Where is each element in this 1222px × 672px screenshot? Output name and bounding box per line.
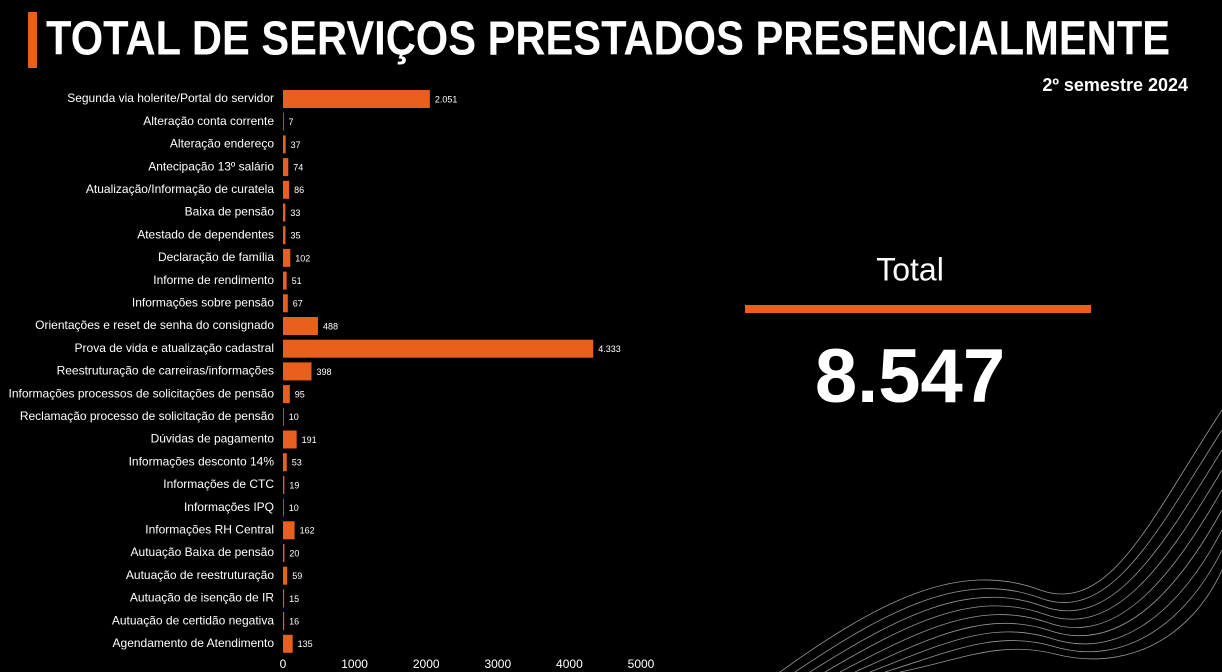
y-tick-label: Dúvidas de pagamento — [151, 432, 275, 446]
value-label: 33 — [290, 208, 300, 218]
y-tick-label: Informe de rendimento — [153, 273, 274, 287]
bar — [283, 248, 291, 267]
y-tick-label: Informações RH Central — [145, 522, 274, 536]
y-tick-label: Atualização/Informação de curatela — [86, 182, 274, 196]
bar — [283, 226, 286, 245]
value-label: 2.051 — [435, 94, 458, 104]
value-label: 191 — [302, 435, 317, 445]
total-divider — [745, 305, 1091, 313]
bar — [283, 498, 284, 517]
value-label: 15 — [289, 594, 299, 604]
decorative-waves — [779, 409, 1222, 672]
value-label: 51 — [292, 276, 302, 286]
bar — [283, 385, 290, 404]
y-tick-label: Informações processos de solicitações de… — [9, 386, 275, 400]
bar — [283, 294, 288, 313]
y-tick-label: Orientações e reset de senha do consigna… — [35, 318, 274, 332]
y-tick-label: Reestruturação de carreiras/informações — [57, 364, 274, 378]
x-tick-label: 4000 — [556, 657, 583, 671]
y-tick-label: Prova de vida e atualização cadastral — [75, 341, 274, 355]
y-tick-label: Informações desconto 14% — [129, 454, 275, 468]
bar — [283, 90, 430, 108]
value-label: 398 — [316, 367, 331, 377]
y-tick-label: Atestado de dependentes — [137, 227, 274, 241]
y-tick-label: Alteração endereço — [170, 137, 274, 151]
value-label: 67 — [293, 299, 303, 309]
y-tick-label: Segunda via holerite/Portal do servidor — [67, 91, 274, 105]
y-tick-label: Informações sobre pensão — [132, 295, 274, 309]
bar — [283, 589, 285, 608]
value-label: 10 — [289, 412, 299, 422]
value-label: 4.333 — [598, 344, 621, 354]
value-label: 162 — [300, 526, 315, 536]
value-label: 59 — [292, 571, 302, 581]
value-label: 74 — [293, 162, 303, 172]
x-tick-label: 1000 — [341, 657, 368, 671]
x-tick-label: 3000 — [484, 657, 511, 671]
y-tick-label: Antecipação 13º salário — [148, 159, 274, 173]
bar — [283, 566, 288, 585]
bar — [283, 612, 285, 631]
chart-subtitle: 2º semestre 2024 — [1042, 75, 1188, 95]
value-label: 95 — [295, 389, 305, 399]
bar — [283, 475, 285, 494]
y-tick-label: Autuação de isenção de IR — [130, 591, 274, 605]
bar — [283, 112, 284, 131]
y-tick-label: Baixa de pensão — [185, 205, 275, 219]
value-label: 19 — [289, 480, 299, 490]
value-label: 37 — [291, 140, 301, 150]
y-tick-label: Informações IPQ — [184, 500, 274, 514]
total-title: Total — [876, 251, 944, 287]
y-tick-label: Autuação Baixa de pensão — [131, 545, 275, 559]
bar — [283, 339, 594, 358]
y-tick-label: Autuação de reestruturação — [126, 568, 274, 582]
bar — [283, 430, 297, 449]
y-tick-label: Informações de CTC — [163, 477, 274, 491]
value-label: 7 — [289, 117, 294, 127]
y-tick-label: Autuação de certidão negativa — [112, 613, 274, 627]
bar — [283, 453, 287, 472]
bar — [283, 521, 295, 540]
value-label: 10 — [289, 503, 299, 513]
y-tick-label: Agendamento de Atendimento — [113, 636, 275, 650]
bar — [283, 544, 285, 562]
x-tick-label: 2000 — [413, 657, 440, 671]
chart-title: TOTAL DE SERVIÇOS PRESTADOS PRESENCIALME… — [46, 13, 1170, 66]
value-label: 16 — [289, 616, 299, 626]
x-tick-label: 5000 — [628, 657, 655, 671]
value-label: 53 — [292, 458, 302, 468]
y-tick-label: Declaração de família — [158, 250, 274, 264]
bar — [283, 158, 289, 177]
total-value: 8.547 — [815, 334, 1005, 419]
value-label: 35 — [291, 231, 301, 241]
bar — [283, 634, 293, 653]
x-tick-label: 0 — [280, 657, 287, 671]
title-accent — [28, 12, 37, 68]
bar — [283, 362, 312, 381]
y-tick-label: Reclamação processo de solicitação de pe… — [20, 409, 274, 423]
value-label: 86 — [294, 185, 304, 195]
value-label: 488 — [323, 321, 338, 331]
bar — [283, 317, 318, 335]
bar — [283, 135, 286, 154]
value-label: 20 — [289, 548, 299, 558]
value-label: 135 — [298, 639, 313, 649]
bar — [283, 180, 290, 199]
bar — [283, 407, 284, 426]
bar — [283, 271, 287, 290]
y-tick-label: Alteração conta corrente — [143, 114, 274, 128]
value-label: 102 — [295, 253, 310, 263]
bar — [283, 203, 286, 222]
